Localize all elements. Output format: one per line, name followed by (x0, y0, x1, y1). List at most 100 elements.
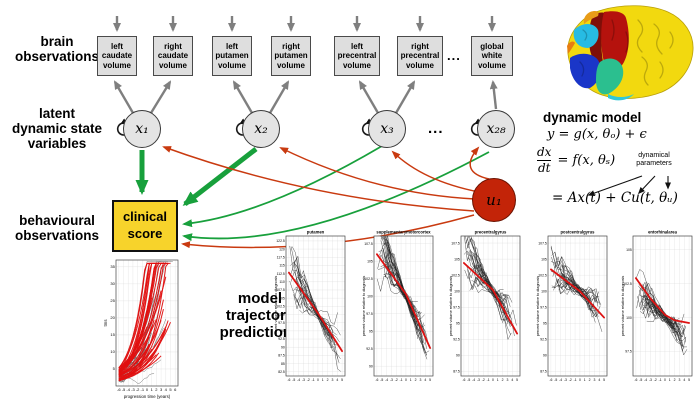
svg-text:122.5: 122.5 (276, 239, 285, 243)
obs-box-right-putamen: right putamen volume (271, 36, 311, 76)
svg-text:5: 5 (169, 387, 172, 392)
svg-text:-1: -1 (141, 387, 145, 392)
svg-text:25: 25 (110, 298, 115, 303)
region-plot-entorhinalarea: -6 -5 -4 -3 -2 -1 0 1 2 3 4 5 97.5 100 102.5 105 entorhi… (620, 228, 696, 392)
svg-text:-5: -5 (292, 378, 295, 382)
svg-text:95: 95 (369, 329, 373, 333)
state-to-clinical-arrows (135, 145, 490, 242)
svg-text:-3: -3 (390, 378, 393, 382)
svg-text:100: 100 (541, 289, 547, 293)
svg-text:-6: -6 (549, 378, 552, 382)
svg-text:2: 2 (155, 387, 158, 392)
svg-text:-2: -2 (395, 378, 398, 382)
svg-text:90: 90 (543, 354, 547, 358)
svg-text:5: 5 (341, 378, 343, 382)
svg-text:-4: -4 (559, 378, 562, 382)
svg-text:-4: -4 (644, 378, 647, 382)
tms-trajectories-plot: -6 -5 -4 -3 -2 -1 0 1 2 3 4 5 6 5 10 15 20 25 30 35 tms progr… (100, 254, 184, 406)
brain-region-cyan-tail (608, 94, 634, 101)
svg-text:3: 3 (419, 378, 421, 382)
segmented-brain-image (567, 5, 694, 101)
svg-text:-4: -4 (126, 387, 130, 392)
svg-text:1: 1 (410, 378, 412, 382)
svg-text:1: 1 (584, 378, 586, 382)
svg-text:4: 4 (683, 378, 685, 382)
svg-text:3: 3 (160, 387, 163, 392)
obs-box-left-caudate: left caudate volume (97, 36, 137, 76)
svg-text:102.5: 102.5 (451, 273, 460, 277)
svg-text:postcentralgyrus: postcentralgyrus (561, 230, 596, 235)
latent-node-x2: x₂ (242, 110, 280, 148)
equation-dynamics: dx dt = f(x, θₛ) (537, 146, 615, 174)
svg-text:-1: -1 (400, 378, 403, 382)
svg-text:6: 6 (174, 387, 177, 392)
svg-text:115: 115 (279, 264, 285, 268)
svg-text:82.5: 82.5 (278, 370, 285, 374)
svg-text:102.5: 102.5 (364, 277, 373, 281)
svg-text:2: 2 (502, 378, 504, 382)
arrow-x28-clinical (182, 151, 490, 242)
svg-text:-4: -4 (297, 378, 300, 382)
svg-text:0: 0 (664, 378, 666, 382)
region-plot-postcentralgyrus: -6 -5 -4 -3 -2 -1 0 1 2 3 4 5 87.5 90 92.5 95 97.5 100 102… (535, 228, 611, 392)
svg-text:100: 100 (367, 294, 373, 298)
svg-text:-5: -5 (639, 378, 642, 382)
svg-text:-3: -3 (564, 378, 567, 382)
brain-region-orange2 (567, 41, 575, 54)
obs-box-right-precentral: right precentral volume (397, 36, 443, 76)
svg-text:87.5: 87.5 (540, 370, 547, 374)
svg-text:-2: -2 (654, 378, 657, 382)
svg-text:100: 100 (454, 289, 460, 293)
svg-text:percent volume relative to dia: percent volume relative to diagnosis (449, 276, 453, 337)
svg-text:-1: -1 (574, 378, 577, 382)
svg-text:-6: -6 (462, 378, 465, 382)
svg-text:-1: -1 (487, 378, 490, 382)
svg-text:0: 0 (579, 378, 581, 382)
svg-text:-6: -6 (375, 378, 378, 382)
svg-text:15: 15 (110, 332, 115, 337)
svg-text:1: 1 (497, 378, 499, 382)
svg-text:105: 105 (367, 259, 373, 263)
svg-text:tms: tms (103, 320, 108, 327)
svg-text:-4: -4 (385, 378, 388, 382)
svg-text:97.5: 97.5 (625, 350, 632, 354)
svg-text:-2: -2 (307, 378, 310, 382)
svg-text:92.5: 92.5 (278, 337, 285, 341)
brain-region-teal (596, 58, 624, 95)
svg-text:-5: -5 (467, 378, 470, 382)
svg-text:90: 90 (369, 364, 373, 368)
svg-text:4: 4 (511, 378, 513, 382)
svg-text:117.5: 117.5 (277, 255, 285, 259)
svg-text:supplementarymotorcortex: supplementarymotorcortex (376, 230, 431, 235)
svg-text:105: 105 (626, 248, 632, 252)
svg-text:percent volume relative to dia: percent volume relative to diagnosis (536, 276, 540, 337)
svg-text:105: 105 (279, 296, 285, 300)
equation-dynamics-rhs: = f(x, θₛ) (557, 152, 616, 168)
svg-text:-1: -1 (312, 378, 315, 382)
svg-text:-4: -4 (472, 378, 475, 382)
svg-text:3: 3 (331, 378, 333, 382)
svg-text:5: 5 (516, 378, 518, 382)
svg-text:100: 100 (626, 316, 632, 320)
svg-text:3: 3 (506, 378, 508, 382)
svg-text:0: 0 (405, 378, 407, 382)
label-model-trajectory-predictions: model trajectory predictions (219, 290, 301, 341)
arrow-u1-x2 (279, 147, 476, 200)
svg-text:percent volume relative to dia: percent volume relative to diagnosis (274, 276, 278, 337)
region-plot-putamen: -6 -5 -4 -3 -2 -1 0 1 2 3 4 5 82.5 85 87.5 90 92.5 95 97.5… (273, 228, 349, 392)
svg-text:95: 95 (456, 322, 460, 326)
svg-text:120: 120 (279, 247, 285, 251)
state-to-obs-arrows (113, 80, 498, 114)
svg-text:-2: -2 (482, 378, 485, 382)
svg-text:102.5: 102.5 (276, 305, 285, 309)
fraction-numerator: dx (537, 145, 552, 159)
svg-text:0: 0 (492, 378, 494, 382)
obs-boxes-ellipsis: ... (447, 48, 461, 63)
svg-text:-5: -5 (554, 378, 557, 382)
label-latent-variables: latent dynamic state variables (11, 106, 103, 152)
svg-text:95: 95 (281, 329, 285, 333)
obs-input-arrows (113, 16, 496, 32)
svg-text:105: 105 (454, 257, 460, 261)
arrow-x3-clinical (182, 145, 383, 228)
